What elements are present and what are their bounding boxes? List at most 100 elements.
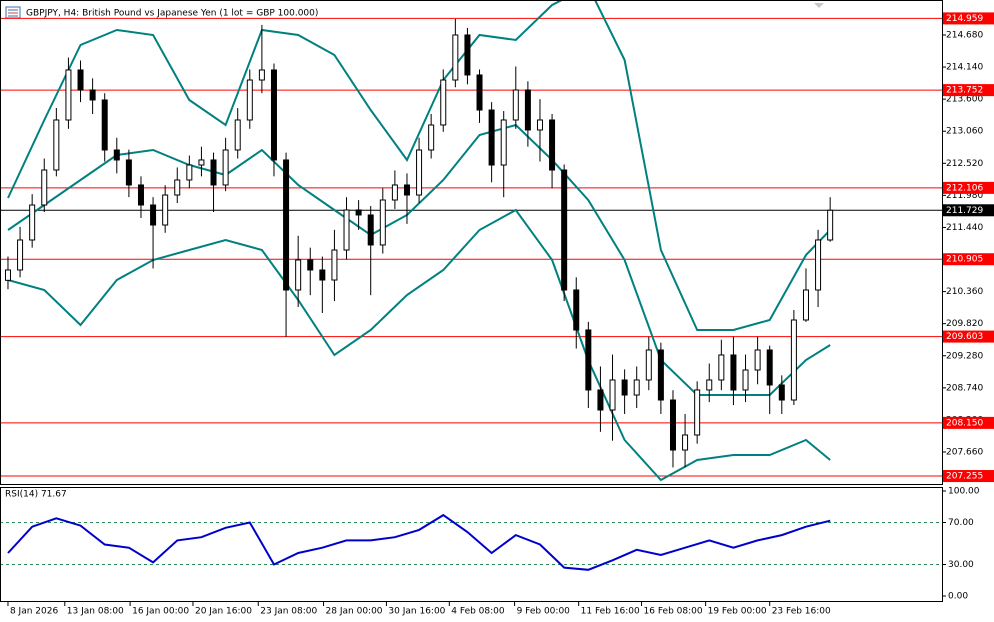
candle-body — [802, 289, 809, 321]
candle-body — [440, 79, 447, 126]
candle-body — [815, 239, 822, 291]
y-tick-label: 207.660 — [946, 447, 983, 457]
level-label-bg — [943, 470, 994, 483]
level-label-bg — [943, 12, 994, 25]
candle-body — [391, 184, 398, 201]
candle-body — [561, 169, 568, 291]
candle-body — [621, 379, 628, 396]
candle-body — [766, 349, 773, 386]
candle-body — [682, 434, 689, 451]
shift-marker — [814, 3, 824, 8]
candle-body — [331, 249, 338, 281]
x-tick-label: 16 Feb 08:00 — [644, 607, 703, 617]
candle-body — [4, 269, 11, 281]
candle-body — [452, 34, 459, 81]
candle-body — [718, 354, 725, 381]
candle-body — [476, 74, 483, 111]
last-price-label: 211.729 — [946, 206, 983, 216]
candle-body — [633, 379, 640, 396]
rsi-tick-label: 0.00 — [948, 592, 968, 602]
x-tick-label: 9 Feb 00:00 — [517, 607, 571, 617]
rsi-tick-label: 100.00 — [948, 487, 980, 497]
rsi-tick-label: 70.00 — [948, 518, 974, 528]
candle-body — [379, 199, 386, 246]
indicator-title: RSI(14) 71.67 — [5, 490, 67, 500]
band-upper — [7, 1, 831, 331]
candle-body — [258, 69, 265, 81]
y-tick-label: 209.280 — [946, 351, 983, 361]
level-label: 208.150 — [946, 418, 983, 428]
candle-body — [162, 194, 169, 226]
candle-body — [536, 119, 543, 131]
y-tick-label: 208.740 — [946, 383, 983, 393]
x-tick-label: 4 Feb 08:00 — [451, 607, 505, 617]
x-tick-label: 23 Jan 08:00 — [260, 607, 317, 617]
candle-body — [488, 109, 495, 166]
candle-body — [343, 209, 350, 251]
candle-body — [645, 349, 652, 381]
level-label-bg — [943, 330, 994, 343]
x-tick-label: 13 Jan 08:00 — [67, 607, 124, 617]
candle-body — [198, 159, 205, 166]
candle-body — [778, 384, 785, 401]
x-tick-label: 19 Feb 00:00 — [708, 607, 767, 617]
candle-body — [234, 119, 241, 151]
level-label-bg — [943, 253, 994, 266]
candle-body — [790, 319, 797, 401]
y-tick-label: 213.600 — [946, 95, 983, 105]
candle-body — [270, 69, 277, 161]
candle-body — [53, 119, 60, 171]
candle-body — [512, 89, 519, 121]
x-tick-label: 16 Jan 00:00 — [132, 607, 189, 617]
candle-body — [222, 149, 229, 186]
level-label-bg — [943, 416, 994, 429]
candle-body — [355, 209, 362, 216]
candle-body — [283, 159, 290, 291]
candle-body — [669, 399, 676, 451]
candle-body — [742, 369, 749, 391]
level-label-bg — [943, 84, 994, 97]
candle-body — [41, 169, 48, 206]
x-tick-label: 20 Jan 16:00 — [195, 607, 252, 617]
candle-body — [150, 204, 157, 226]
level-label: 214.959 — [946, 14, 983, 24]
candle-body — [29, 204, 36, 241]
candle-body — [125, 159, 132, 186]
candle-body — [17, 239, 24, 271]
candle-body — [428, 124, 435, 151]
x-tick-label: 8 Jan 2026 — [10, 607, 58, 617]
last-price-bg — [943, 204, 994, 217]
candle-body — [597, 389, 604, 411]
candle-body — [754, 349, 761, 371]
candle-body — [500, 119, 507, 166]
x-tick-label: 28 Jan 00:00 — [326, 607, 383, 617]
candle-body — [524, 89, 531, 131]
level-label-bg — [943, 181, 994, 194]
candle-body — [464, 34, 471, 76]
candle-body — [77, 69, 84, 91]
y-tick-label: 211.440 — [946, 223, 983, 233]
y-tick-label: 212.520 — [946, 159, 983, 169]
main-frame — [0, 0, 943, 485]
x-tick-label: 11 Feb 16:00 — [581, 607, 640, 617]
candle-body — [367, 214, 374, 246]
symbol-icon — [5, 6, 21, 19]
candle-body — [295, 259, 302, 291]
candle-body — [585, 329, 592, 391]
candle-body — [549, 119, 556, 171]
candle-body — [657, 349, 664, 401]
y-tick-label: 211.980 — [946, 191, 983, 201]
candle-body — [706, 379, 713, 391]
y-tick-label: 214.680 — [946, 30, 983, 40]
y-tick-label: 213.060 — [946, 127, 983, 137]
candle-body — [307, 259, 314, 271]
y-tick-label: 210.360 — [946, 287, 983, 297]
level-label: 212.106 — [946, 183, 983, 193]
level-label: 210.905 — [946, 255, 983, 265]
rsi-frame — [0, 487, 943, 602]
level-label: 209.603 — [946, 332, 983, 342]
candle-body — [246, 79, 253, 121]
x-tick-label: 23 Feb 16:00 — [772, 607, 831, 617]
candle-body — [65, 69, 72, 121]
